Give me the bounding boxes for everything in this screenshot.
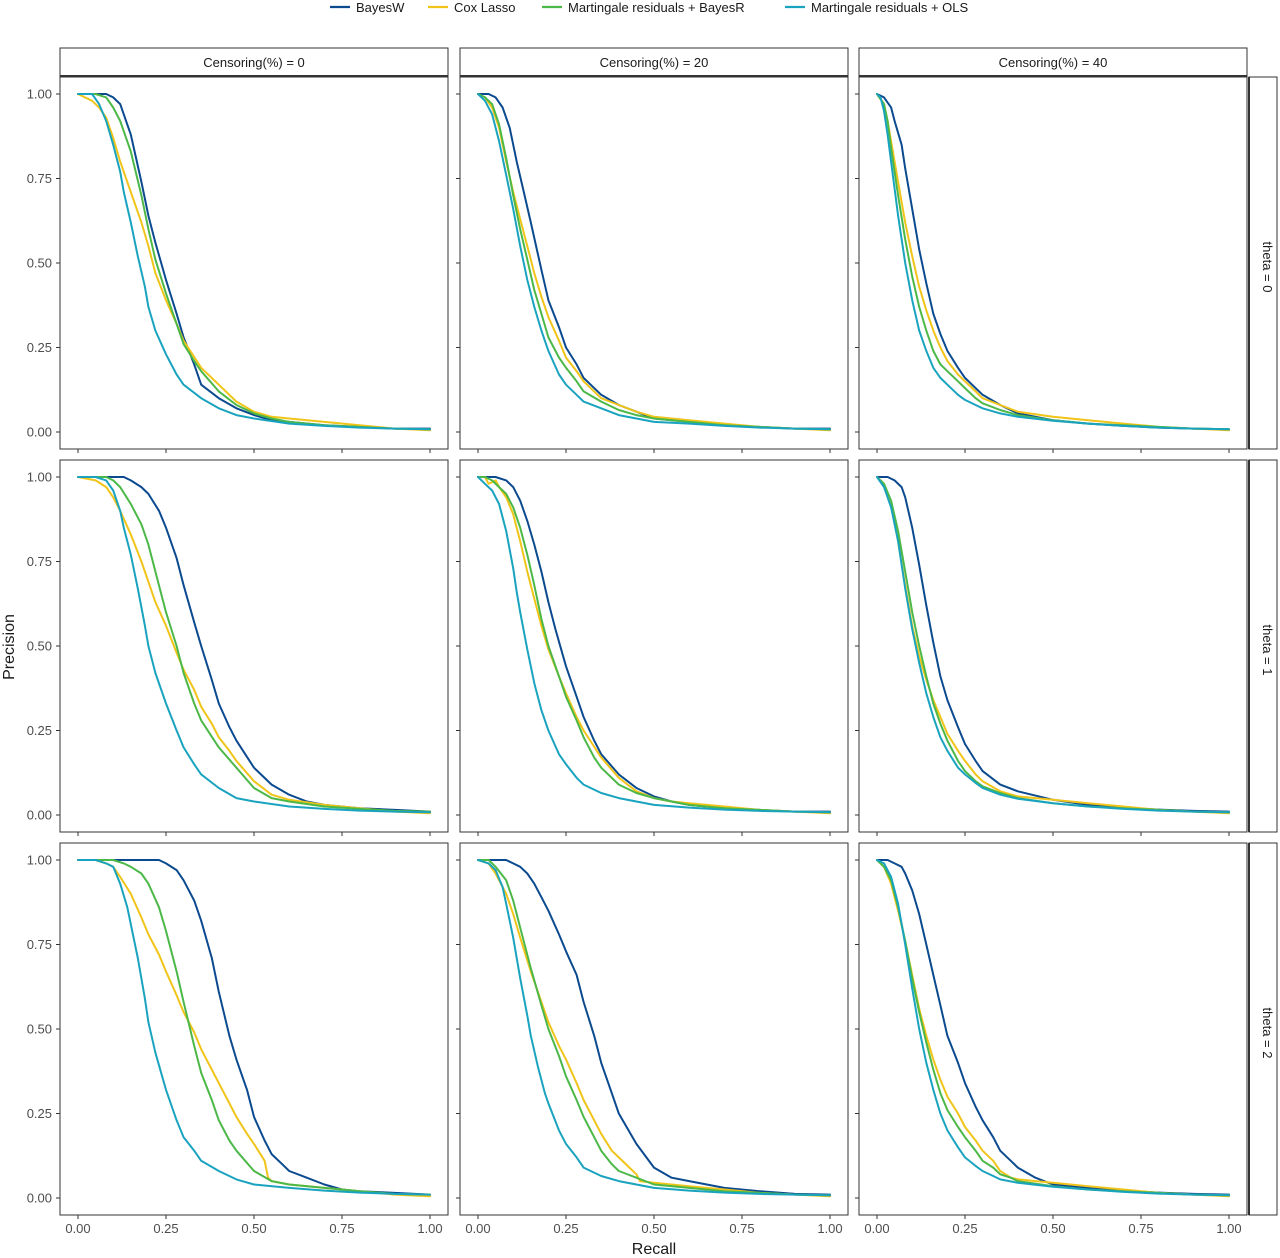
y-tick-label: 1.00	[27, 470, 52, 485]
legend-item-martingale-residuals-bayesr: Martingale residuals + BayesR	[542, 0, 745, 15]
series-line-cox-lasso	[477, 859, 831, 1198]
x-tick-label: 0.00	[864, 1221, 889, 1236]
panel-r2-c0: 0.00 0.25 0.50 0.75 1.00 0.00 0.25 0.50 0.75 1.00	[27, 842, 449, 1236]
axis-titles: Recall Precision	[1, 614, 676, 1258]
x-tick-label: 0.25	[553, 1221, 578, 1236]
panel-r0-c1	[456, 76, 849, 453]
x-tick-label: 0.25	[153, 1221, 178, 1236]
row-strip-1	[1248, 459, 1278, 833]
series-line-martingale-residuals-ols	[77, 93, 431, 431]
y-tick-label: 0.00	[27, 1191, 52, 1206]
x-tick-label: 1.00	[417, 1221, 442, 1236]
legend-item-martingale-residuals-ols: Martingale residuals + OLS	[785, 0, 968, 15]
column-strip-2	[858, 47, 1248, 77]
legend-label-martingale-residuals-bayesr: Martingale residuals + BayesR	[568, 0, 745, 15]
y-tick-label: 0.75	[27, 554, 52, 569]
legend-label-martingale-residuals-ols: Martingale residuals + OLS	[811, 0, 968, 15]
column-strip-0	[59, 47, 449, 77]
y-tick-label: 0.50	[27, 256, 52, 271]
panel-frame	[858, 459, 1248, 833]
panel-r1-c1	[456, 459, 849, 836]
series-line-martingale-residuals-bayesr	[477, 859, 831, 1197]
chart-legend: BayesW Cox Lasso Martingale residuals + Ba…	[330, 0, 968, 15]
y-tick-label: 0.00	[27, 425, 52, 440]
column-strip-label-0: Censoring(%) = 0	[203, 55, 305, 70]
x-axis-title: Recall	[632, 1241, 676, 1258]
panel-r2-c2: 0.00 0.25 0.50 0.75 1.00	[855, 842, 1248, 1236]
panel-r1-c2	[855, 459, 1248, 836]
panel-frame	[59, 76, 449, 450]
x-tick-label: 0.00	[465, 1221, 490, 1236]
panel-frame	[858, 76, 1248, 450]
x-tick-label: 1.00	[1216, 1221, 1241, 1236]
panel-r1-c0: 0.00 0.25 0.50 0.75 1.00	[27, 459, 449, 836]
y-tick-label: 0.75	[27, 937, 52, 952]
y-tick-label: 0.50	[27, 639, 52, 654]
series-line-bayesw	[876, 476, 1230, 813]
y-tick-label: 1.00	[27, 853, 52, 868]
panel-frame	[459, 459, 849, 833]
y-tick-label: 0.75	[27, 171, 52, 186]
series-line-martingale-residuals-bayesr	[477, 93, 831, 431]
y-tick-label: 0.50	[27, 1022, 52, 1037]
panel-frame	[459, 76, 849, 450]
x-tick-label: 0.25	[952, 1221, 977, 1236]
column-strip-label-2: Censoring(%) = 40	[999, 55, 1108, 70]
row-strip-label-0: theta = 0	[1260, 242, 1275, 293]
panel-frame	[459, 842, 849, 1216]
x-tick-label: 0.75	[729, 1221, 754, 1236]
column-strip-label-1: Censoring(%) = 20	[600, 55, 709, 70]
series-line-martingale-residuals-ols	[477, 476, 831, 814]
y-tick-label: 0.25	[27, 340, 52, 355]
panel-r0-c0: 0.00 0.25 0.50 0.75 1.00	[27, 76, 449, 453]
panel-frame	[59, 459, 449, 833]
series-line-martingale-residuals-bayesr	[77, 476, 431, 813]
series-line-martingale-residuals-ols	[77, 859, 431, 1196]
panel-r2-c1: 0.00 0.25 0.50 0.75 1.00	[456, 842, 849, 1236]
panel-r0-c2	[855, 76, 1248, 453]
x-tick-label: 0.50	[1040, 1221, 1065, 1236]
y-tick-label: 0.25	[27, 1106, 52, 1121]
legend-item-cox-lasso: Cox Lasso	[428, 0, 515, 15]
legend-label-bayesw: BayesW	[356, 0, 405, 15]
series-line-martingale-residuals-ols	[876, 859, 1230, 1197]
series-line-martingale-residuals-bayesr	[77, 93, 431, 431]
legend-item-bayesw: BayesW	[330, 0, 405, 15]
series-line-martingale-residuals-ols	[876, 93, 1230, 431]
y-tick-label: 0.25	[27, 723, 52, 738]
y-axis-title: Precision	[1, 614, 18, 680]
series-line-martingale-residuals-bayesr	[77, 859, 431, 1196]
y-tick-label: 0.00	[27, 808, 52, 823]
series-line-bayesw	[876, 859, 1230, 1196]
row-strip-2	[1248, 842, 1278, 1216]
facet-panels: Censoring(%) = 0 Censoring(%) = 20 Censori…	[27, 47, 1278, 1236]
series-line-martingale-residuals-bayesr	[477, 476, 831, 814]
row-strip-label-2: theta = 2	[1260, 1008, 1275, 1059]
x-tick-label: 0.50	[641, 1221, 666, 1236]
row-strip-label-1: theta = 1	[1260, 625, 1275, 676]
series-line-martingale-residuals-ols	[876, 476, 1230, 814]
x-tick-label: 0.00	[65, 1221, 90, 1236]
panel-frame	[858, 842, 1248, 1216]
series-line-martingale-residuals-ols	[477, 859, 831, 1197]
legend-label-cox-lasso: Cox Lasso	[454, 0, 515, 15]
x-tick-label: 0.75	[329, 1221, 354, 1236]
panel-frame	[59, 842, 449, 1216]
y-tick-label: 1.00	[27, 87, 52, 102]
x-tick-label: 1.00	[817, 1221, 842, 1236]
x-tick-label: 0.75	[1128, 1221, 1153, 1236]
series-line-bayesw	[477, 859, 831, 1196]
x-tick-label: 0.50	[241, 1221, 266, 1236]
series-line-martingale-residuals-ols	[77, 476, 431, 814]
series-line-bayesw	[77, 859, 431, 1196]
series-line-cox-lasso	[876, 93, 1230, 432]
series-line-martingale-residuals-ols	[477, 93, 831, 431]
